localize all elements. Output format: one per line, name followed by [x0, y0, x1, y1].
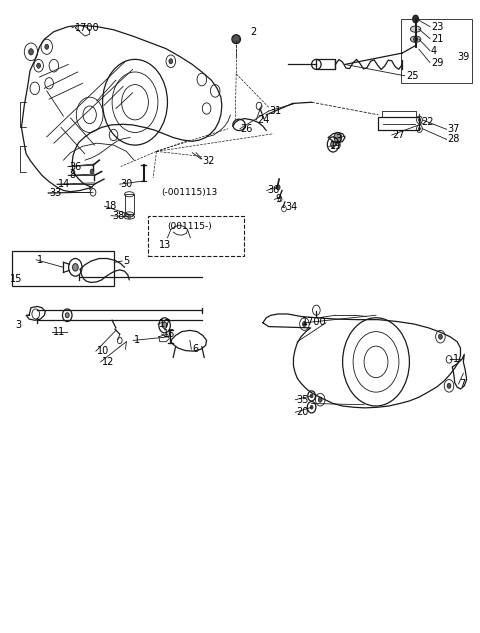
- Text: 30: 30: [120, 179, 133, 189]
- Text: 14: 14: [58, 179, 70, 189]
- Circle shape: [169, 59, 173, 64]
- Circle shape: [447, 384, 451, 388]
- Circle shape: [45, 44, 48, 49]
- Text: 20: 20: [296, 407, 309, 417]
- Text: 37: 37: [447, 124, 460, 134]
- Circle shape: [310, 394, 313, 398]
- Circle shape: [128, 215, 131, 219]
- Circle shape: [318, 397, 322, 402]
- Bar: [148, 216, 244, 256]
- Text: 16: 16: [163, 329, 175, 339]
- Text: 21: 21: [431, 34, 443, 44]
- Text: 15: 15: [10, 273, 23, 284]
- Circle shape: [334, 132, 342, 142]
- Circle shape: [36, 63, 40, 68]
- Text: 5: 5: [123, 256, 129, 266]
- Circle shape: [302, 322, 306, 327]
- Text: 24: 24: [257, 115, 270, 125]
- Text: 25: 25: [406, 71, 419, 81]
- Text: 3: 3: [336, 134, 342, 144]
- Text: 3: 3: [16, 320, 22, 330]
- Text: 1700: 1700: [302, 316, 327, 327]
- Text: 29: 29: [431, 58, 443, 68]
- Text: 23: 23: [431, 22, 443, 32]
- Text: 32: 32: [203, 156, 215, 166]
- Circle shape: [72, 263, 78, 271]
- Text: 28: 28: [447, 134, 460, 144]
- Circle shape: [413, 15, 419, 23]
- Text: 17: 17: [159, 319, 171, 329]
- Circle shape: [419, 127, 420, 130]
- Text: (001115-): (001115-): [168, 222, 212, 231]
- Bar: [12, 251, 115, 286]
- Circle shape: [233, 35, 240, 44]
- Circle shape: [419, 118, 420, 121]
- Circle shape: [439, 334, 443, 339]
- Ellipse shape: [410, 36, 421, 42]
- Text: 27: 27: [393, 130, 405, 140]
- Text: 31: 31: [270, 106, 282, 116]
- Text: 11: 11: [53, 327, 65, 337]
- Text: 1: 1: [37, 254, 43, 265]
- Text: 36: 36: [268, 185, 280, 196]
- Text: 35: 35: [296, 395, 309, 404]
- Text: 8: 8: [69, 170, 75, 180]
- Text: 26: 26: [240, 123, 252, 134]
- Circle shape: [29, 49, 34, 55]
- Text: 38: 38: [112, 211, 124, 221]
- Circle shape: [90, 169, 94, 174]
- Text: 22: 22: [421, 117, 434, 127]
- Text: 9: 9: [276, 194, 282, 204]
- Text: 33: 33: [49, 188, 61, 198]
- Text: 1: 1: [134, 335, 140, 346]
- Text: 4: 4: [431, 46, 437, 56]
- Circle shape: [310, 405, 313, 409]
- Text: 10: 10: [97, 346, 109, 356]
- Ellipse shape: [410, 26, 421, 32]
- Text: 7: 7: [459, 379, 466, 389]
- Text: 19: 19: [330, 141, 342, 151]
- Text: 18: 18: [106, 201, 118, 211]
- Bar: [124, 194, 134, 215]
- Bar: [401, 19, 472, 84]
- Circle shape: [162, 322, 167, 329]
- Text: 6: 6: [192, 344, 198, 354]
- Text: 39: 39: [457, 52, 469, 62]
- Circle shape: [331, 141, 336, 147]
- Circle shape: [65, 313, 69, 318]
- Text: 36: 36: [69, 161, 82, 172]
- Text: 13: 13: [159, 240, 171, 249]
- Text: 1: 1: [453, 354, 459, 365]
- Text: 12: 12: [102, 357, 114, 367]
- Text: (-001115)13: (-001115)13: [161, 189, 217, 197]
- Text: 1700: 1700: [75, 23, 100, 33]
- Circle shape: [414, 37, 418, 42]
- Text: 2: 2: [251, 27, 257, 37]
- Text: 34: 34: [285, 203, 298, 213]
- Circle shape: [276, 185, 280, 190]
